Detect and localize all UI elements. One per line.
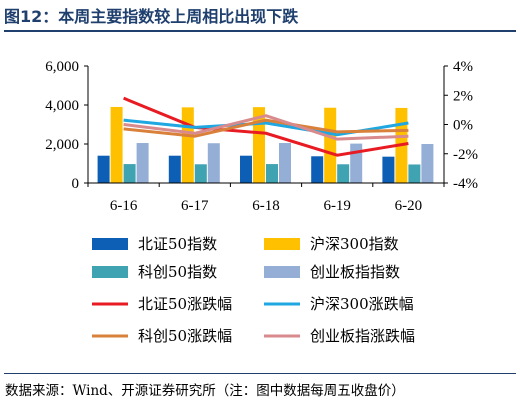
legend-swatch <box>264 238 300 250</box>
bar-2-0 <box>123 164 136 183</box>
legend-label: 北证50指数 <box>138 235 217 253</box>
bar-0-1 <box>168 155 181 183</box>
x-tick-label: 6-19 <box>323 198 351 214</box>
bar-3-4 <box>421 144 434 183</box>
bar-0-2 <box>240 155 252 183</box>
bar-1-1 <box>181 107 194 183</box>
right-tick-label: 0% <box>453 118 473 134</box>
x-tick-label: 6-18 <box>252 198 280 214</box>
x-tick-label: 6-20 <box>395 198 423 214</box>
bar-3-3 <box>350 143 363 183</box>
line-series-3 <box>123 114 409 141</box>
legend-label: 创业板指涨跌幅 <box>310 327 415 345</box>
legend-label: 科创50涨跌幅 <box>138 327 232 345</box>
left-tick-label: 2,000 <box>45 137 79 153</box>
x-tick-label: 6-16 <box>110 198 138 214</box>
source-note: 数据来源：Wind、开源证券研究所（注：图中数据每周五收盘价） <box>5 383 405 399</box>
legend-label: 沪深300涨跌幅 <box>310 295 414 313</box>
bar-1-0 <box>110 106 123 183</box>
right-tick-label: -2% <box>453 147 478 163</box>
title-rule <box>4 30 516 32</box>
x-axis: 6-16 6-17 6-18 6-19 6-20 <box>87 182 445 214</box>
bar-2-2 <box>266 164 278 183</box>
left-tick-label: 6,000 <box>45 59 79 75</box>
bar-1-3 <box>324 107 337 183</box>
bar-3-1 <box>207 143 220 183</box>
bar-2-4 <box>408 164 421 183</box>
legend-swatch <box>92 238 128 250</box>
bar-0-4 <box>382 156 395 183</box>
bar-3-2 <box>279 143 291 183</box>
left-tick-label: 4,000 <box>45 98 79 114</box>
bar-1-2 <box>253 107 265 183</box>
bar-0-0 <box>97 155 110 183</box>
figure-title: 图12：本周主要指数较上周相比出现下跌 <box>4 7 299 26</box>
left-axis: 0 2,000 4,000 6,000 <box>45 59 89 192</box>
right-tick-label: 2% <box>453 88 473 104</box>
right-tick-label: -4% <box>453 176 478 192</box>
right-axis: -4% -2% 0% 2% 4% <box>443 59 478 192</box>
legend-label: 沪深300指数 <box>310 235 399 253</box>
bar-3-0 <box>136 143 149 183</box>
bar-0-3 <box>311 156 324 183</box>
legend-label: 北证50涨跌幅 <box>138 295 232 313</box>
legend-swatch <box>264 266 300 278</box>
bar-2-1 <box>194 164 207 183</box>
x-tick-label: 6-17 <box>181 198 209 214</box>
line-series-0 <box>123 96 409 157</box>
legend-label: 创业板指指数 <box>310 263 400 281</box>
legend-swatch <box>92 266 128 278</box>
right-tick-label: 4% <box>453 59 473 75</box>
line-series-2 <box>123 118 409 138</box>
legend-label: 科创50指数 <box>138 263 217 281</box>
bar-2-3 <box>337 164 350 183</box>
plot-area <box>97 96 434 183</box>
left-tick-label: 0 <box>72 176 80 192</box>
source-rule <box>4 373 516 374</box>
